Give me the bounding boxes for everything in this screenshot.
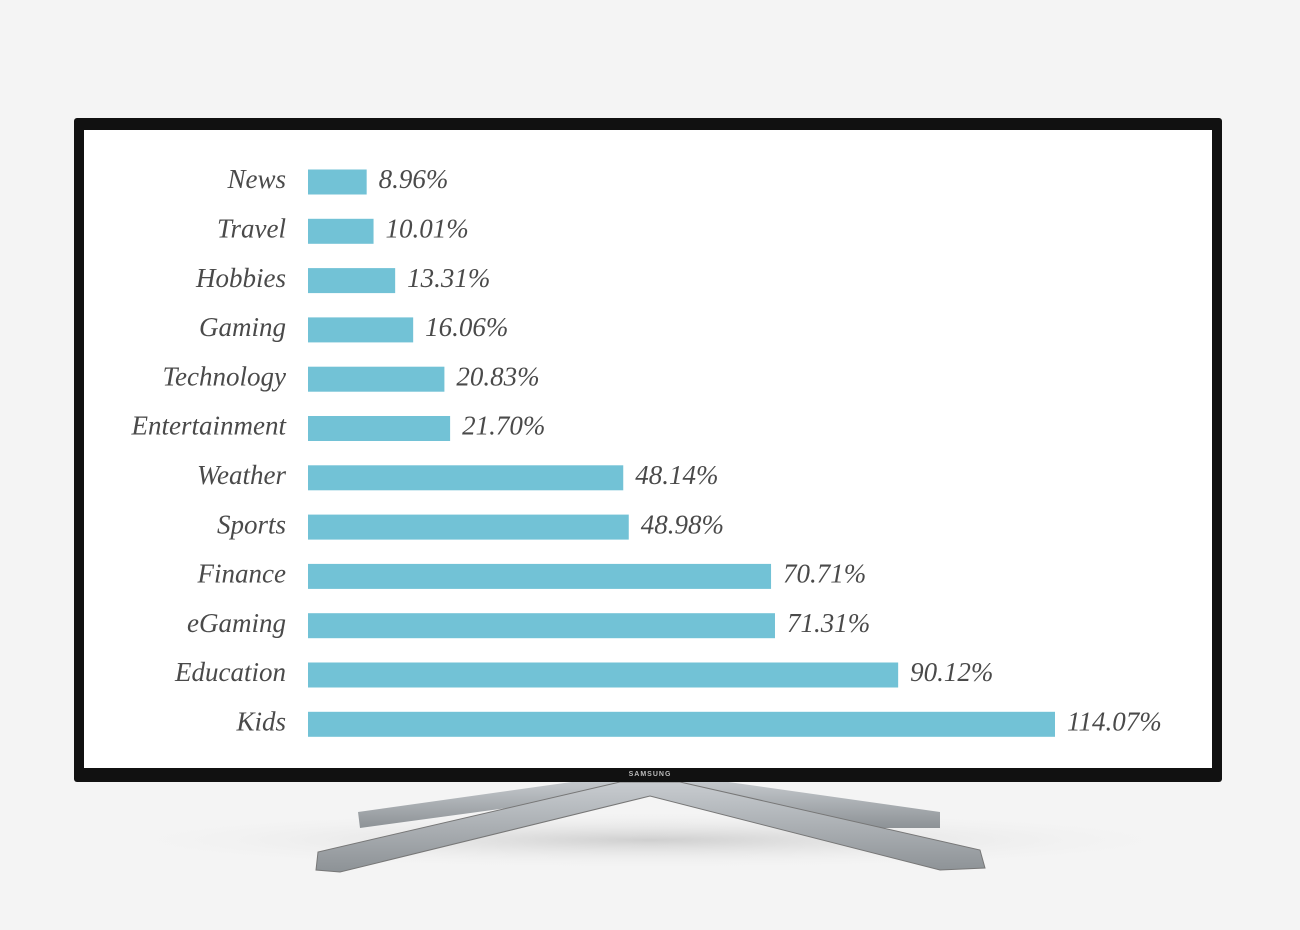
value-label: 10.01% <box>386 214 469 244</box>
value-label: 21.70% <box>462 411 545 441</box>
category-label: eGaming <box>187 608 286 638</box>
bar <box>308 169 367 195</box>
bar <box>308 514 629 540</box>
value-label: 8.96% <box>379 164 449 194</box>
category-label: News <box>226 164 286 194</box>
category-label: Gaming <box>199 312 286 342</box>
bar <box>308 465 624 491</box>
category-label: Weather <box>197 460 286 490</box>
value-label: 16.06% <box>425 312 508 342</box>
value-label: 90.12% <box>910 657 993 687</box>
bar <box>308 662 899 688</box>
bar <box>308 711 1055 737</box>
screen <box>84 130 1212 768</box>
bar <box>308 416 451 441</box>
category-label: Hobbies <box>195 263 286 293</box>
stand-front <box>315 781 986 873</box>
category-label: Education <box>174 657 286 687</box>
floor-shadow <box>90 810 1210 870</box>
value-label: 114.07% <box>1067 707 1162 737</box>
category-label: Technology <box>163 361 287 391</box>
category-label: Finance <box>197 559 286 589</box>
bar <box>308 563 772 589</box>
category-label: Entertainment <box>131 411 288 441</box>
bar <box>308 366 445 392</box>
value-label: 20.83% <box>456 361 539 391</box>
value-label: 13.31% <box>407 263 490 293</box>
bar <box>308 613 775 639</box>
category-label: Travel <box>217 214 286 244</box>
brand-logo: SAMSUNG <box>629 771 672 778</box>
value-label: 71.31% <box>787 608 870 638</box>
value-label: 70.71% <box>783 559 866 589</box>
value-label: 48.98% <box>641 509 724 539</box>
category-label: Kids <box>235 707 286 737</box>
plot: News 8.96% Travel 10.01% Hobbies 13.31% Gaming… <box>131 164 1162 737</box>
bar <box>308 218 374 244</box>
bar <box>308 317 414 343</box>
value-label: 48.14% <box>635 460 718 490</box>
bar <box>308 268 396 294</box>
category-label: Sports <box>217 509 286 539</box>
